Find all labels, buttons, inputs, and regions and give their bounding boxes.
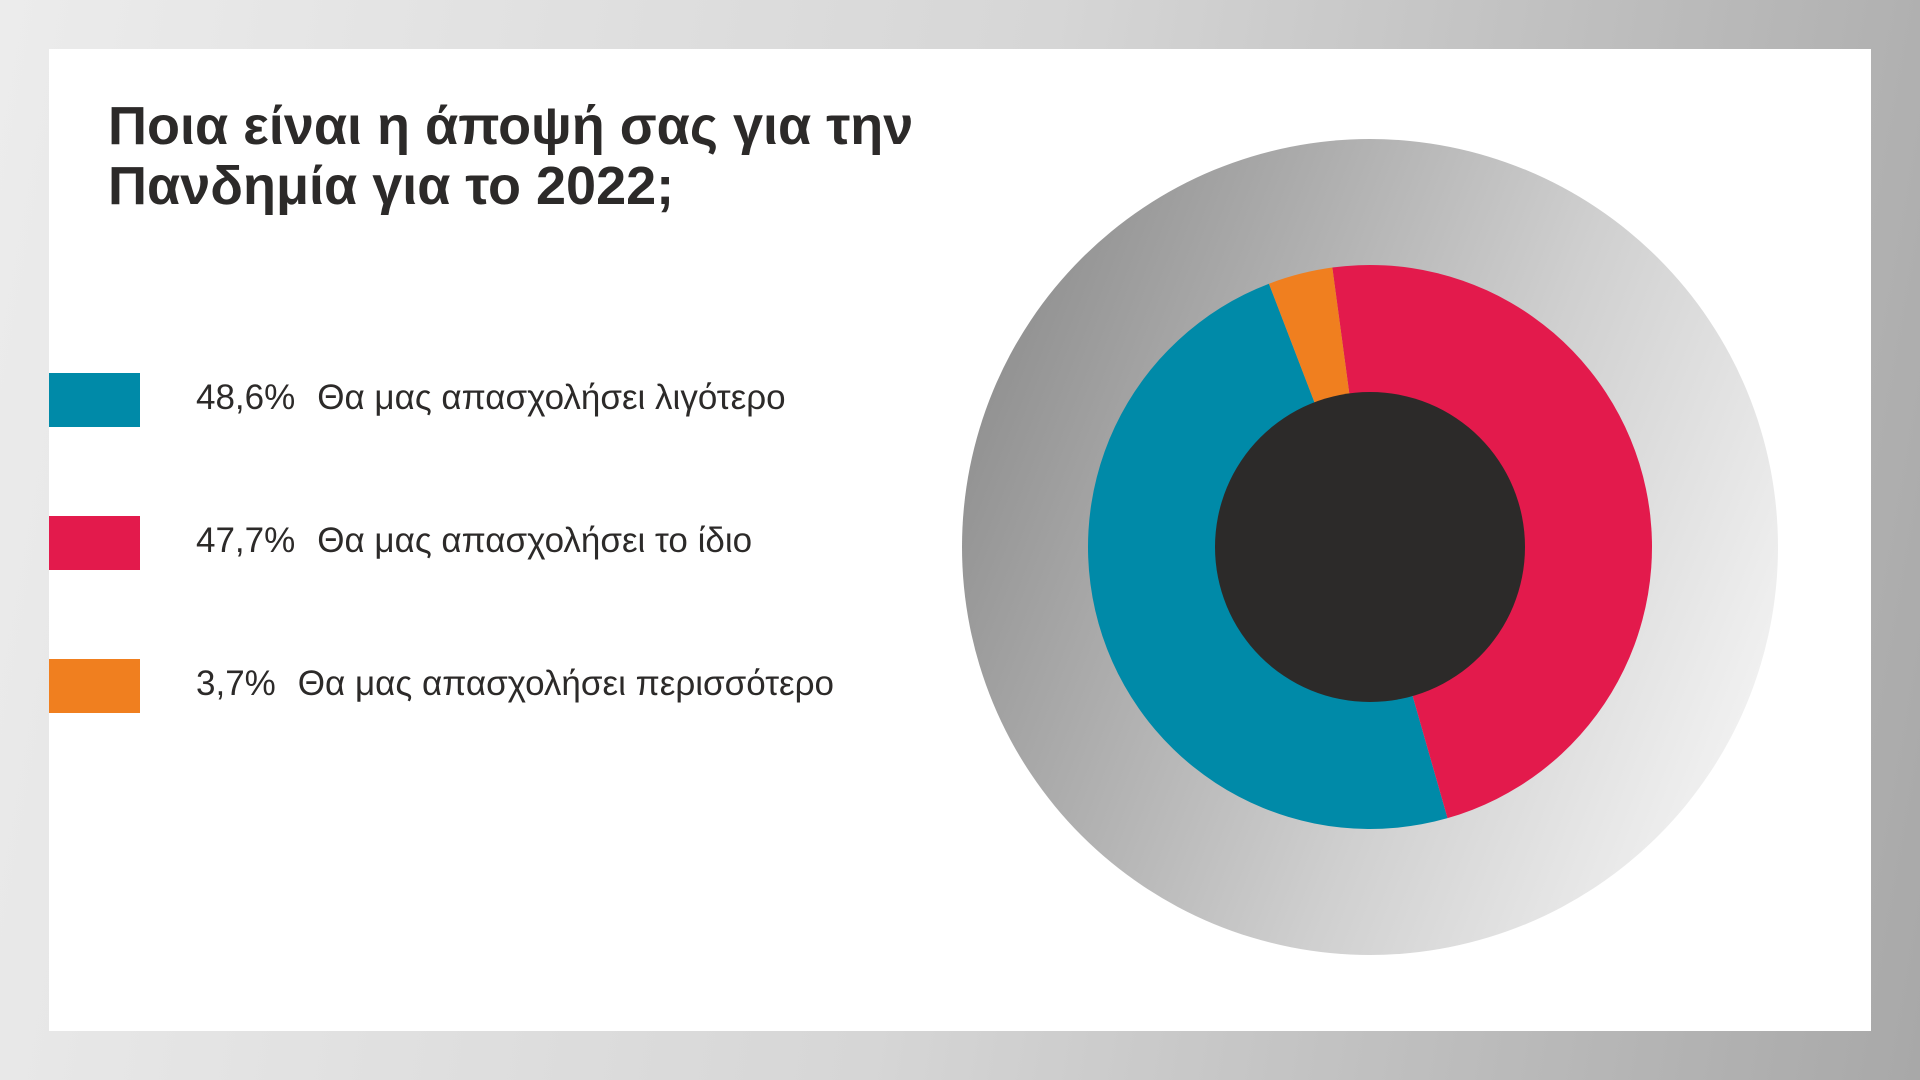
- chart-title: Ποια είναι η άποψή σας για την Πανδημία …: [108, 96, 914, 216]
- legend-swatch: [49, 373, 140, 427]
- legend-swatch: [49, 659, 140, 713]
- legend-value: 48,6%: [196, 378, 295, 417]
- legend-label: Θα μας απασχολήσει περισσότερο: [298, 664, 834, 703]
- legend-entry: 47,7% Θα μας απασχολήσει το ίδιο: [196, 521, 752, 560]
- legend-label: Θα μας απασχολήσει λιγότερο: [317, 378, 785, 417]
- legend-value: 47,7%: [196, 521, 295, 560]
- legend-entry: 48,6% Θα μας απασχολήσει λιγότερο: [196, 378, 786, 417]
- legend-swatch: [49, 516, 140, 570]
- legend-entry: 3,7% Θα μας απασχολήσει περισσότερο: [196, 664, 834, 703]
- donut-hole: [1215, 392, 1525, 702]
- legend-label: Θα μας απασχολήσει το ίδιο: [317, 521, 752, 560]
- legend-value: 3,7%: [196, 664, 276, 703]
